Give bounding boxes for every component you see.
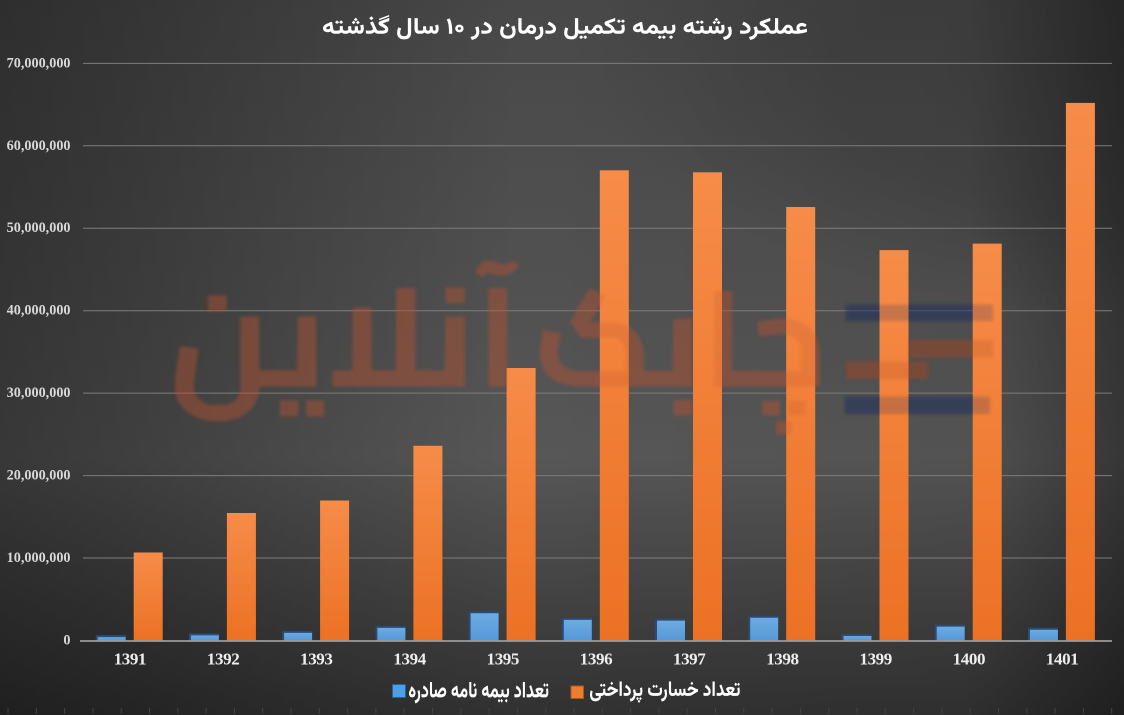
svg-text:1392: 1392 (207, 650, 239, 669)
svg-text:0: 0 (63, 633, 70, 649)
svg-text:1394: 1394 (393, 650, 426, 669)
svg-text:20,000,000: 20,000,000 (7, 468, 71, 484)
svg-text:10,000,000: 10,000,000 (7, 550, 71, 566)
svg-text:1393: 1393 (300, 650, 332, 669)
svg-text:70,000,000: 70,000,000 (7, 55, 71, 71)
svg-text:30,000,000: 30,000,000 (7, 385, 71, 401)
svg-text:1395: 1395 (487, 650, 519, 669)
svg-text:1399: 1399 (859, 650, 891, 669)
svg-text:1398: 1398 (766, 650, 798, 669)
svg-text:1400: 1400 (953, 650, 985, 669)
svg-text:1391: 1391 (114, 650, 146, 669)
svg-text:60,000,000: 60,000,000 (7, 138, 71, 154)
svg-text:40,000,000: 40,000,000 (7, 303, 71, 319)
svg-text:1396: 1396 (580, 650, 612, 669)
svg-text:1401: 1401 (1046, 650, 1078, 669)
svg-text:50,000,000: 50,000,000 (7, 220, 71, 236)
svg-text:1397: 1397 (673, 650, 706, 669)
